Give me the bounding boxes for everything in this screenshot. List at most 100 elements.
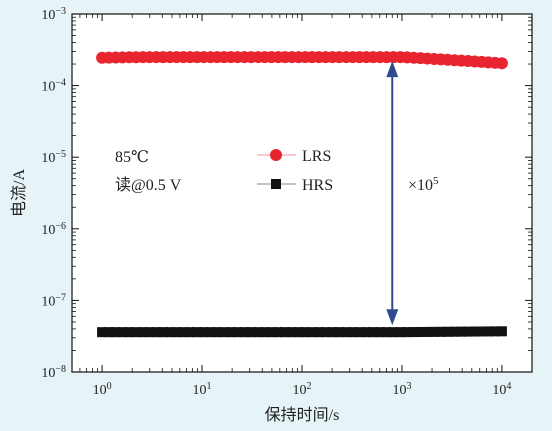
y-axis-title: 电流/A	[10, 169, 28, 217]
x-tick-exp: 0	[107, 381, 112, 392]
data-point-hrs	[266, 327, 277, 338]
data-point-hrs	[158, 327, 169, 338]
y-tick-base: 10	[41, 8, 55, 23]
read-voltage-label: 读@0.5 V	[115, 176, 182, 194]
x-tick-label: 102	[293, 381, 312, 399]
data-point-hrs	[469, 326, 480, 337]
data-point-hrs	[456, 326, 467, 337]
y-tick-exp: −8	[55, 364, 66, 375]
series-hrs	[97, 326, 507, 338]
y-tick-label: 10−3	[41, 6, 66, 24]
data-point-hrs	[374, 327, 385, 338]
data-point-hrs	[300, 327, 311, 338]
legend-label-lrs: LRS	[302, 148, 331, 165]
y-tick-label: 10−8	[41, 364, 66, 382]
data-point-hrs	[490, 326, 501, 337]
data-point-hrs	[442, 326, 453, 337]
legend-marker-hrs	[271, 179, 281, 189]
ratio-base: ×10	[408, 177, 433, 194]
data-point-hrs	[246, 327, 257, 338]
y-tick-label: 10−6	[41, 220, 66, 238]
data-point-hrs	[198, 327, 209, 338]
x-tick-label: 100	[93, 381, 112, 399]
series-lrs	[96, 51, 508, 70]
data-point-hrs	[97, 327, 108, 338]
x-tick-base: 10	[93, 383, 107, 398]
y-tick-label: 10−5	[41, 149, 66, 167]
legend-marker-lrs	[270, 149, 282, 161]
data-point-hrs	[408, 327, 419, 338]
data-point-hrs	[341, 327, 352, 338]
data-point-hrs	[347, 327, 358, 338]
data-point-hrs	[381, 327, 392, 338]
data-point-hrs	[320, 327, 331, 338]
data-point-hrs	[422, 326, 433, 337]
temperature-label: 85℃	[115, 149, 149, 166]
data-point-hrs	[252, 327, 263, 338]
data-point-hrs	[239, 327, 250, 338]
ratio-arrow-head-bottom	[386, 309, 399, 326]
data-point-hrs	[395, 327, 406, 338]
ratio-label: ×105	[408, 175, 439, 194]
data-point-hrs	[130, 327, 141, 338]
x-tick-base: 10	[293, 383, 307, 398]
data-point-hrs	[415, 327, 426, 338]
data-point-hrs	[361, 327, 372, 338]
x-tick-exp: 1	[207, 381, 212, 392]
y-tick-exp: −7	[55, 292, 66, 303]
data-point-hrs	[286, 327, 297, 338]
x-tick-exp: 2	[307, 381, 312, 392]
data-point-hrs	[327, 327, 338, 338]
data-point-hrs	[307, 327, 318, 338]
data-point-hrs	[164, 327, 175, 338]
y-tick-label: 10−4	[41, 77, 66, 95]
data-point-hrs	[334, 327, 345, 338]
data-point-hrs	[144, 327, 155, 338]
legend: LRS HRS	[257, 148, 333, 194]
data-point-hrs	[259, 327, 270, 338]
data-point-hrs	[354, 327, 365, 338]
legend-label-hrs: HRS	[302, 177, 333, 194]
plot-area	[71, 13, 533, 373]
data-point-hrs	[429, 326, 440, 337]
y-tick-exp: −5	[55, 149, 66, 160]
y-tick-base: 10	[41, 223, 55, 238]
data-point-hrs	[368, 327, 379, 338]
x-tick-label: 101	[193, 381, 212, 399]
y-tick-exp: −6	[55, 220, 66, 231]
ratio-exp: 5	[433, 175, 439, 187]
data-point-hrs	[151, 327, 162, 338]
x-axis-title: 保持时间/s	[265, 406, 340, 424]
y-tick-base: 10	[41, 294, 55, 309]
data-point-hrs	[293, 327, 304, 338]
data-point-hrs	[185, 327, 196, 338]
data-point-lrs	[495, 57, 508, 70]
x-tick-exp: 3	[406, 381, 411, 392]
x-tick-exp: 4	[506, 381, 511, 392]
data-point-hrs	[110, 327, 121, 338]
data-point-hrs	[219, 327, 230, 338]
y-tick-base: 10	[41, 80, 55, 95]
series-layer	[96, 51, 508, 338]
data-point-hrs	[435, 326, 446, 337]
data-point-hrs	[103, 327, 114, 338]
data-point-hrs	[124, 327, 135, 338]
ratio-arrow-head-top	[386, 61, 399, 78]
data-point-hrs	[117, 327, 128, 338]
y-tick-label: 10−7	[41, 292, 66, 310]
y-tick-base: 10	[41, 366, 55, 381]
data-point-hrs	[137, 327, 148, 338]
data-point-hrs	[191, 327, 202, 338]
x-tick-label: 104	[492, 381, 511, 399]
data-point-hrs	[483, 326, 494, 337]
x-tick-base: 10	[392, 383, 406, 398]
ratio-arrow	[386, 61, 399, 326]
data-point-hrs	[280, 327, 291, 338]
data-point-hrs	[225, 327, 236, 338]
y-tick-base: 10	[41, 151, 55, 166]
data-point-hrs	[476, 326, 487, 337]
data-point-hrs	[313, 327, 324, 338]
x-tick-label: 103	[392, 381, 411, 399]
x-tick-base: 10	[492, 383, 506, 398]
